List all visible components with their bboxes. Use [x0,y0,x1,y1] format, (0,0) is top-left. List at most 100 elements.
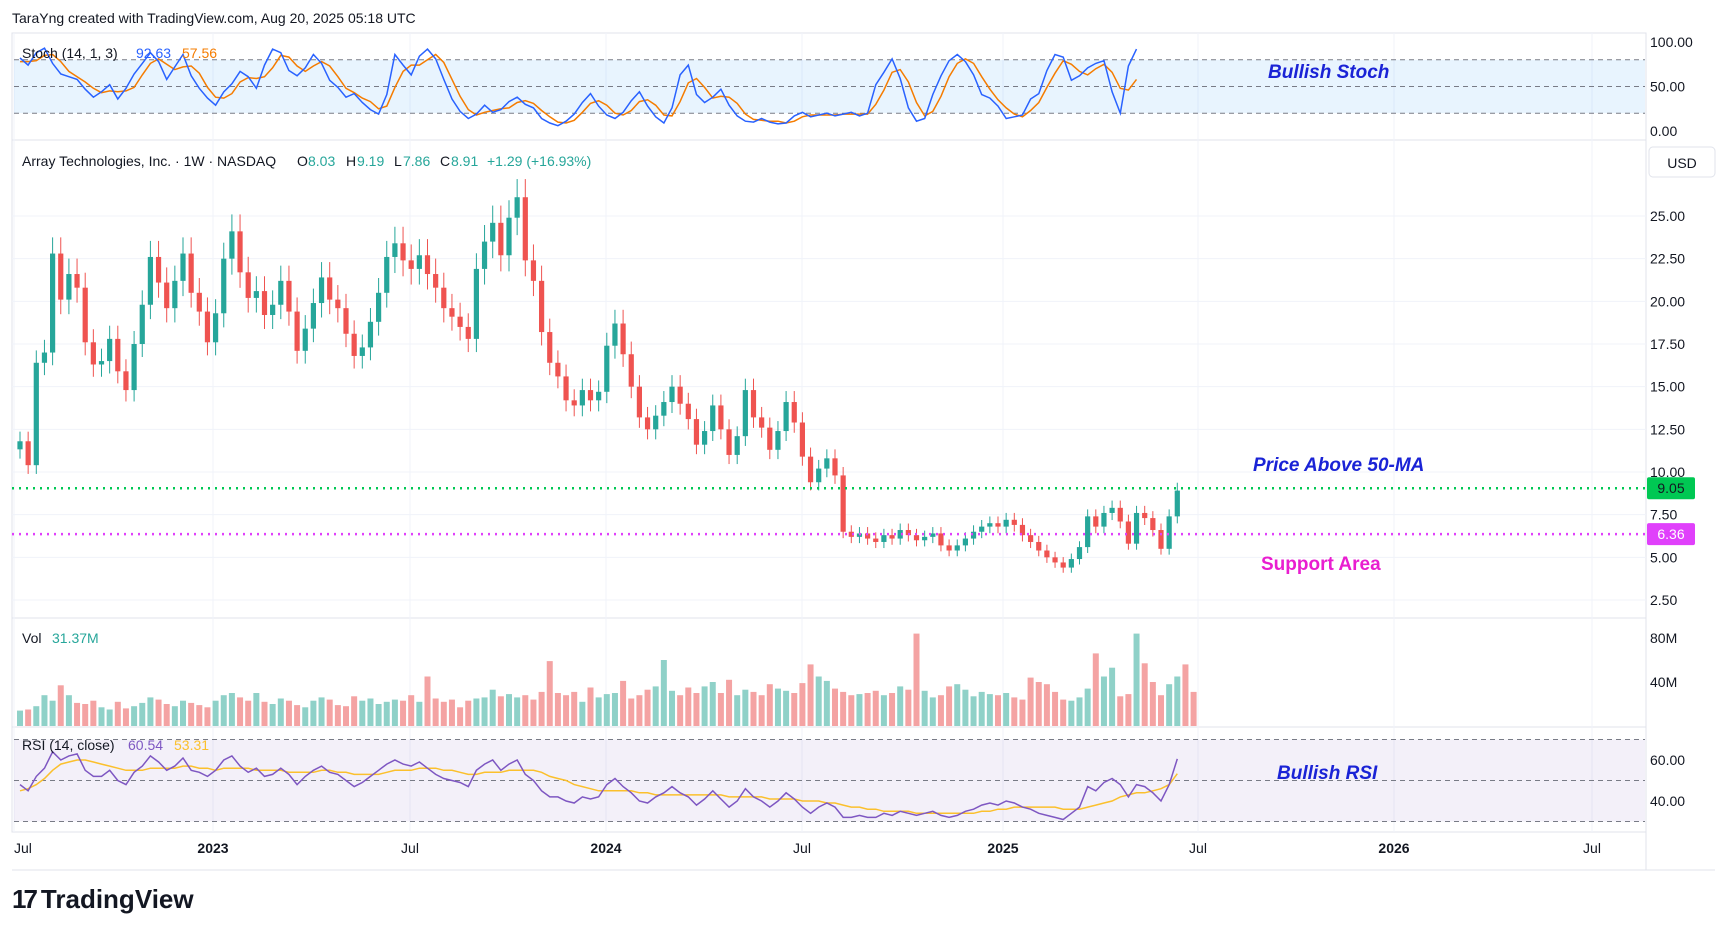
volume-bar[interactable] [489,689,496,726]
price-candle[interactable] [107,338,113,362]
volume-bar[interactable] [766,684,773,726]
volume-bar[interactable] [1100,676,1107,727]
price-candle[interactable] [1060,562,1066,568]
volume-bar[interactable] [1084,688,1091,726]
volume-bar[interactable] [25,709,32,727]
volume-bar[interactable] [269,704,276,726]
price-candle[interactable] [596,391,602,401]
price-candle[interactable] [359,347,365,356]
volume-bar[interactable] [840,691,847,726]
price-candle[interactable] [237,231,243,273]
volume-bar[interactable] [465,700,472,726]
price-candle[interactable] [628,354,634,387]
volume-bar[interactable] [742,689,749,726]
volume-bar[interactable] [1149,682,1156,726]
price-candle[interactable] [449,308,455,317]
volume-bar[interactable] [1043,684,1050,726]
volume-bar[interactable] [90,700,97,726]
price-candle[interactable] [1011,519,1017,525]
price-candle[interactable] [913,535,920,541]
volume-bar[interactable] [196,705,203,726]
volume-bar[interactable] [669,690,675,726]
volume-bar[interactable] [880,695,887,726]
rsi-line-ma[interactable] [19,759,1178,815]
rsi-line-rsi[interactable] [19,750,1179,821]
volume-bar[interactable] [913,633,920,726]
volume-bar[interactable] [579,701,586,726]
volume-bar[interactable] [481,697,488,726]
volume-bar[interactable] [318,697,325,726]
volume-bar[interactable] [709,682,716,726]
volume-bar[interactable] [506,694,512,726]
price-candle[interactable] [970,531,977,539]
volume-bar[interactable] [603,694,610,726]
price-candle[interactable] [1068,559,1074,568]
price-candle[interactable] [702,431,708,445]
volume-bar[interactable] [587,687,594,727]
volume-bar[interactable] [571,691,578,726]
volume-bar[interactable] [171,706,178,726]
volume-bar[interactable] [383,701,390,726]
price-candle[interactable] [930,533,936,537]
price-candle[interactable] [33,362,39,466]
price-candle[interactable] [710,405,716,432]
volume-bar[interactable] [1019,699,1026,726]
volume-bar[interactable] [807,664,814,726]
price-candle[interactable] [1150,518,1156,531]
price-candle[interactable] [604,345,610,392]
volume-bar[interactable] [122,708,129,726]
price-candle[interactable] [653,415,659,430]
volume-bar[interactable] [611,693,618,726]
volume-bar[interactable] [1003,693,1010,726]
price-candle[interactable] [791,402,797,423]
price-candle[interactable] [147,256,153,305]
price-candle[interactable] [979,526,985,532]
volume-bar[interactable] [1076,697,1083,726]
volume-bar[interactable] [872,690,879,726]
price-candle[interactable] [587,390,594,401]
volume-bar[interactable] [693,693,700,726]
volume-bar[interactable] [74,702,81,726]
price-candle[interactable] [685,403,691,420]
volume-bar[interactable] [253,693,260,726]
volume-bar[interactable] [856,694,863,726]
volume-bar[interactable] [237,697,244,726]
volume-panel[interactable]: 80M 40M [17,630,1677,726]
price-candle[interactable] [17,441,23,450]
price-candle[interactable] [343,308,349,334]
price-candle[interactable] [270,304,276,315]
volume-bar[interactable] [848,695,855,726]
volume-bar[interactable] [937,695,944,726]
price-candle[interactable] [530,260,537,281]
volume-bar[interactable] [131,706,138,726]
tradingview-logo[interactable]: 17 TradingView [12,884,194,915]
price-candle[interactable] [742,390,748,437]
price-candle[interactable] [433,274,439,288]
price-candle[interactable] [620,323,626,355]
price-candle[interactable] [115,338,121,372]
volume-bar[interactable] [1068,700,1075,726]
price-candle[interactable] [718,405,724,430]
time-axis[interactable]: Jul 2023 Jul 2024 Jul 2025 Jul 2026 Jul [14,840,1601,856]
price-candle[interactable] [392,243,398,257]
volume-bar[interactable] [188,702,195,726]
volume-bar[interactable] [791,693,798,726]
price-candle[interactable] [1125,521,1131,544]
volume-bar[interactable] [799,683,806,726]
price-candle[interactable] [221,258,227,314]
volume-bar[interactable] [783,690,790,726]
volume-bar[interactable] [815,676,822,727]
price-candle[interactable] [294,311,300,351]
volume-bar[interactable] [701,686,708,726]
price-candle[interactable] [995,523,1001,527]
price-candle[interactable] [547,332,553,363]
volume-bar[interactable] [514,697,521,726]
volume-bar[interactable] [522,695,529,726]
price-candle[interactable] [1117,507,1123,522]
price-candle[interactable] [938,533,944,546]
price-candle[interactable] [261,291,268,315]
volume-bar[interactable] [310,700,317,726]
volume-bar[interactable] [685,687,692,727]
price-candle[interactable] [286,280,292,312]
